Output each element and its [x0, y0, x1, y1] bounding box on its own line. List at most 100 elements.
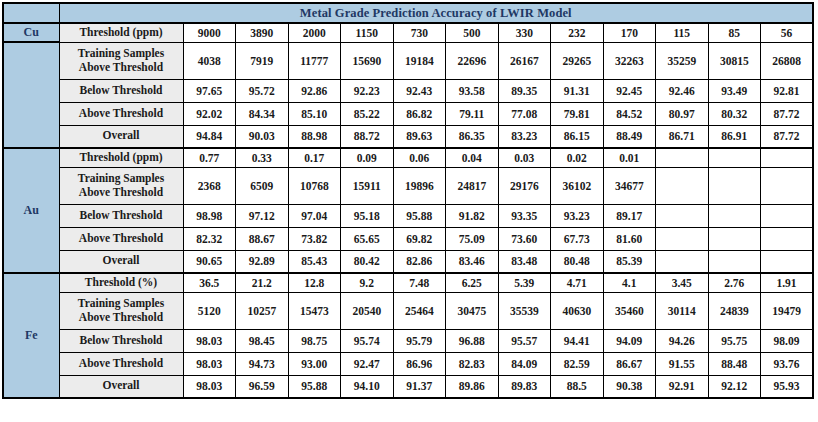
data-cell: 98.75 [288, 329, 341, 352]
data-cell: 4038 [183, 42, 236, 79]
data-cell: 80.97 [656, 102, 709, 125]
data-cell: 6.25 [446, 273, 499, 292]
data-cell: 81.60 [603, 227, 656, 250]
data-cell: 24817 [446, 167, 499, 204]
data-cell: 0.09 [341, 148, 394, 167]
data-cell: 90.03 [236, 125, 289, 148]
data-cell: 84.34 [236, 102, 289, 125]
page: Metal Grade Prediction Accuracy of LWIR … [0, 0, 818, 422]
data-cell: 80.42 [341, 250, 394, 273]
data-cell: 95.88 [288, 375, 341, 398]
data-cell: 92.91 [656, 375, 709, 398]
data-cell: 500 [446, 23, 499, 42]
data-cell: 88.72 [341, 125, 394, 148]
data-cell: 40630 [551, 292, 604, 329]
data-cell: 115 [656, 23, 709, 42]
data-cell: 35460 [603, 292, 656, 329]
data-cell: 26808 [761, 42, 814, 79]
metal-label-fe: Fe [3, 273, 59, 398]
data-cell: 30114 [656, 292, 709, 329]
data-cell: 98.98 [183, 204, 236, 227]
data-cell: 0.04 [446, 148, 499, 167]
data-cell: 95.79 [393, 329, 446, 352]
data-cell: 92.02 [183, 102, 236, 125]
data-cell: 94.41 [551, 329, 604, 352]
row-label-above: Above Threshold [59, 227, 183, 250]
row-label-below: Below Threshold [59, 79, 183, 102]
data-cell: 95.18 [341, 204, 394, 227]
data-cell [708, 227, 761, 250]
data-cell: 84.52 [603, 102, 656, 125]
table-row-fe-overall: Overall98.0396.5995.8894.1091.3789.8689.… [3, 375, 813, 398]
title-row: Metal Grade Prediction Accuracy of LWIR … [3, 3, 813, 23]
data-cell: 85.22 [341, 102, 394, 125]
data-cell: 232 [551, 23, 604, 42]
data-cell: 94.26 [656, 329, 709, 352]
data-cell [656, 167, 709, 204]
data-cell: 92.86 [288, 79, 341, 102]
data-cell: 92.47 [341, 352, 394, 375]
data-cell: 56 [761, 23, 814, 42]
data-cell [708, 148, 761, 167]
data-cell: 19896 [393, 167, 446, 204]
metal-spacer-cell-cu [3, 42, 59, 148]
data-cell: 21.2 [236, 273, 289, 292]
data-cell: 2.76 [708, 273, 761, 292]
corner-cell [3, 3, 59, 23]
metal-label-cu: Cu [3, 23, 59, 42]
row-label-threshold: Threshold (ppm) [59, 23, 183, 42]
data-cell: 93.76 [761, 352, 814, 375]
data-cell: 98.09 [761, 329, 814, 352]
data-cell: 67.73 [551, 227, 604, 250]
table-row-cu-below: Below Threshold97.6595.7292.8692.2392.43… [3, 79, 813, 102]
data-cell: 2000 [288, 23, 341, 42]
table-body: CuThreshold (ppm)90003890200011507305003… [3, 23, 813, 398]
data-cell: 94.84 [183, 125, 236, 148]
data-cell: 95.75 [708, 329, 761, 352]
data-cell: 87.72 [761, 102, 814, 125]
data-cell [708, 204, 761, 227]
data-cell: 24839 [708, 292, 761, 329]
data-cell: 93.35 [498, 204, 551, 227]
data-cell: 83.48 [498, 250, 551, 273]
data-cell: 85.10 [288, 102, 341, 125]
data-cell: 3.45 [656, 273, 709, 292]
row-label-overall: Overall [59, 250, 183, 273]
data-cell: 15473 [288, 292, 341, 329]
data-cell: 20540 [341, 292, 394, 329]
data-cell: 0.06 [393, 148, 446, 167]
data-cell: 19479 [761, 292, 814, 329]
data-cell [656, 250, 709, 273]
row-label-above: Above Threshold [59, 352, 183, 375]
data-cell [761, 148, 814, 167]
data-cell [708, 167, 761, 204]
data-cell: 86.96 [393, 352, 446, 375]
data-cell: 22696 [446, 42, 499, 79]
data-cell: 88.48 [708, 352, 761, 375]
data-cell: 170 [603, 23, 656, 42]
data-cell: 88.98 [288, 125, 341, 148]
data-cell: 30815 [708, 42, 761, 79]
data-cell [761, 167, 814, 204]
table-row-cu-threshold: CuThreshold (ppm)90003890200011507305003… [3, 23, 813, 42]
data-cell: 93.49 [708, 79, 761, 102]
data-cell: 0.02 [551, 148, 604, 167]
data-cell: 92.45 [603, 79, 656, 102]
data-cell: 92.23 [341, 79, 394, 102]
data-cell: 93.23 [551, 204, 604, 227]
data-cell: 97.04 [288, 204, 341, 227]
data-cell: 98.03 [183, 375, 236, 398]
data-cell: 15690 [341, 42, 394, 79]
data-cell: 98.45 [236, 329, 289, 352]
data-cell: 89.17 [603, 204, 656, 227]
data-cell: 34677 [603, 167, 656, 204]
data-cell [761, 250, 814, 273]
data-cell: 75.09 [446, 227, 499, 250]
metal-grade-table: Metal Grade Prediction Accuracy of LWIR … [2, 2, 814, 399]
data-cell: 35259 [656, 42, 709, 79]
data-cell: 86.82 [393, 102, 446, 125]
data-cell: 85.43 [288, 250, 341, 273]
data-cell: 92.43 [393, 79, 446, 102]
table-row-cu-above: Above Threshold92.0284.3485.1085.2286.82… [3, 102, 813, 125]
data-cell: 32263 [603, 42, 656, 79]
